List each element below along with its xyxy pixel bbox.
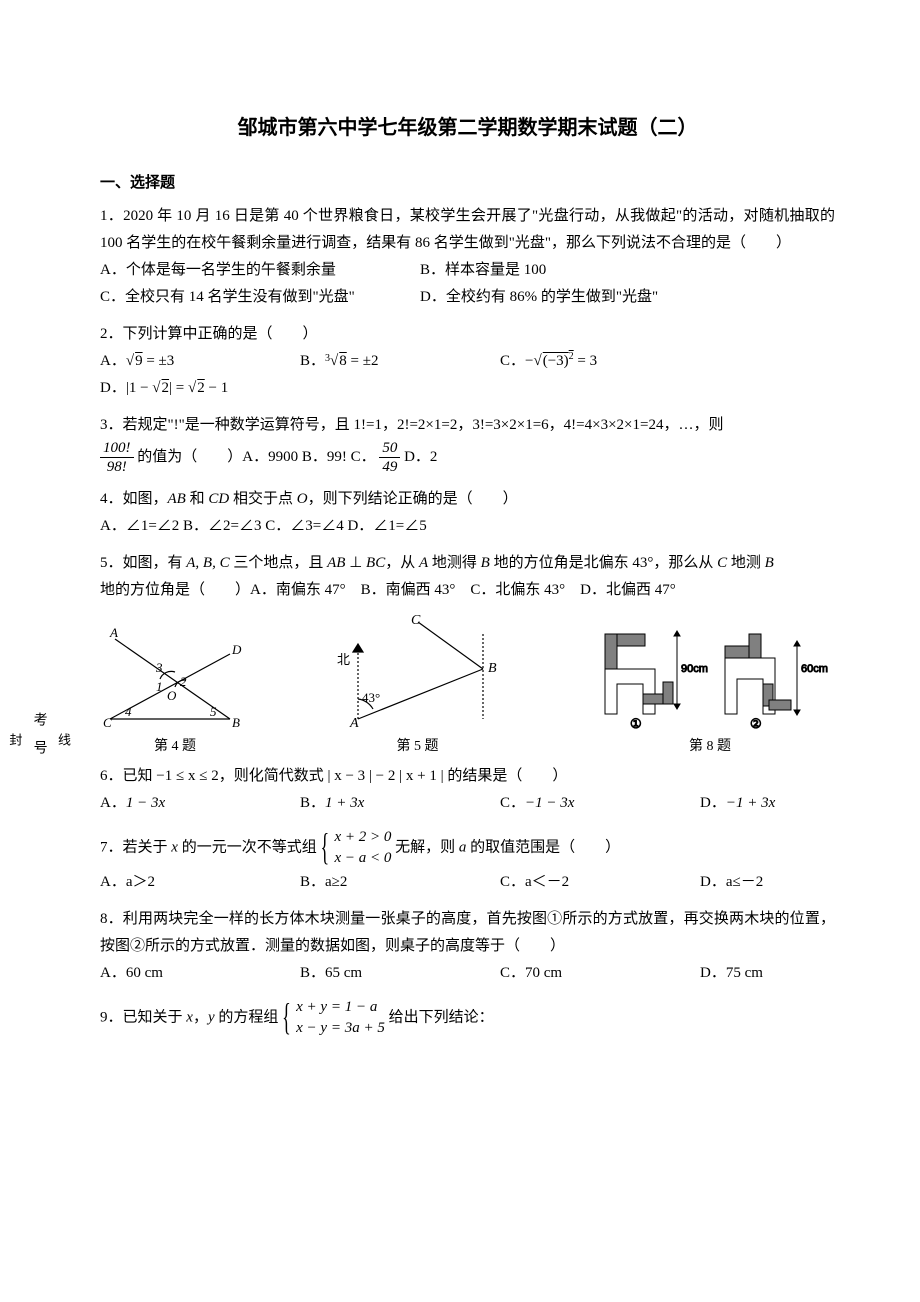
q4-text: 4．如图，AB 和 CD 相交于点 O，则下列结论正确的是（ ） [100, 486, 835, 513]
q3-tail2: D．2 [404, 449, 437, 465]
fig8-caption: 第 8 题 [585, 734, 835, 759]
q6-text: 6．已知 −1 ≤ x ≤ 2，则化简代数式 | x − 3 | − 2 | x… [100, 763, 835, 790]
svg-text:43°: 43° [362, 690, 380, 705]
question-5: 5．如图，有 A, B, C 三个地点，且 AB ⊥ BC，从 A 地测得 B … [100, 550, 835, 604]
fig4-caption: 第 4 题 [100, 734, 250, 759]
svg-text:北: 北 [337, 652, 350, 667]
svg-text:2: 2 [180, 674, 187, 689]
q6-opt-c: C．−1 − 3x [500, 790, 660, 817]
q2-opt-a: A．√9 = ±3 [100, 348, 260, 375]
q7-system: x + 2 > 0 x − a < 0 [320, 827, 391, 869]
q7-opt-d: D．a≤－2 [700, 869, 763, 896]
q7-opt-c: C．a＜－2 [500, 869, 660, 896]
q9-system: x + y = 1 − a x − y = 3a + 5 [282, 997, 385, 1039]
svg-text:①: ① [630, 716, 642, 731]
svg-text:5: 5 [210, 704, 217, 719]
svg-text:1: 1 [156, 679, 163, 694]
svg-text:②: ② [750, 716, 762, 731]
q6-opt-d: D．−1 + 3x [700, 790, 775, 817]
q3-frac2: 50 49 [379, 439, 400, 476]
q3-frac1: 100! 98! [100, 439, 134, 476]
svg-text:90cm: 90cm [681, 663, 708, 675]
q9-text: 9．已知关于 x，y 的方程组 x + y = 1 − a x − y = 3a… [100, 997, 835, 1039]
q1-opt-d: D．全校约有 86% 的学生做到"光盘" [420, 284, 658, 311]
q1-text: 1．2020 年 10 月 16 日是第 40 个世界粮食日，某校学生会开展了"… [100, 203, 835, 257]
svg-text:O: O [167, 688, 177, 703]
q2-opt-b: B．3√8 = ±2 [300, 348, 460, 375]
question-7: 7．若关于 x 的一元一次不等式组 x + 2 > 0 x − a < 0 无解… [100, 827, 835, 896]
q8-opt-d: D．75 cm [700, 960, 763, 987]
q3-tail: 的值为（ ）A．9900 B．99! C． [137, 449, 375, 465]
question-4: 4．如图，AB 和 CD 相交于点 O，则下列结论正确的是（ ） A．∠1=∠2… [100, 486, 835, 540]
q8-text: 8．利用两块完全一样的长方体木块测量一张桌子的高度，首先按图①所示的方式放置，再… [100, 906, 835, 960]
q8-opt-c: C．70 cm [500, 960, 660, 987]
svg-text:4: 4 [125, 704, 132, 719]
figure-q5: 北 43° A B C 第 5 题 [323, 614, 513, 759]
svg-text:A: A [349, 716, 359, 731]
svg-text:D: D [231, 642, 242, 657]
svg-text:C: C [411, 614, 421, 628]
q6-opt-a: A．1 − 3x [100, 790, 260, 817]
q4-options: A．∠1=∠2 B．∠2=∠3 C．∠3=∠4 D．∠1=∠5 [100, 513, 835, 540]
question-2: 2．下列计算中正确的是（ ） A．√9 = ±3 B．3√8 = ±2 C．−√… [100, 321, 835, 402]
question-1: 1．2020 年 10 月 16 日是第 40 个世界粮食日，某校学生会开展了"… [100, 203, 835, 311]
q1-opt-b: B．样本容量是 100 [420, 257, 546, 284]
fig5-caption: 第 5 题 [323, 734, 513, 759]
section-heading: 一、选择题 [100, 170, 835, 197]
svg-text:60cm: 60cm [801, 663, 828, 675]
q2-text: 2．下列计算中正确的是（ ） [100, 321, 835, 348]
q5-text: 5．如图，有 A, B, C 三个地点，且 AB ⊥ BC，从 A 地测得 B … [100, 550, 835, 577]
question-8: 8．利用两块完全一样的长方体木块测量一张桌子的高度，首先按图①所示的方式放置，再… [100, 906, 835, 987]
side-name: 姓名 [0, 712, 3, 768]
question-6: 6．已知 −1 ≤ x ≤ 2，则化简代数式 | x − 3 | − 2 | x… [100, 763, 835, 817]
q2-opt-c: C．−√(−3)2 = 3 [500, 348, 670, 375]
q1-opt-a: A．个体是每一名学生的午餐剩余量 [100, 257, 380, 284]
svg-text:B: B [488, 661, 497, 676]
seal-line: 线 [52, 733, 75, 748]
figures-row: A D O C B 3 1 2 4 5 第 4 题 [100, 614, 835, 759]
page-title: 邹城市第六中学七年级第二学期数学期末试题（二） [100, 110, 835, 146]
side-id: 考号 [26, 712, 51, 768]
q2-opt-d: D．|1 − √2| = √2 − 1 [100, 375, 228, 402]
q8-opt-b: B．65 cm [300, 960, 460, 987]
q7-opt-a: A．a＞2 [100, 869, 260, 896]
q3-text: 3．若规定"!"是一种数学运算符号，且 1!=1，2!=2×1=2，3!=3×2… [100, 412, 835, 439]
figure-q4: A D O C B 3 1 2 4 5 第 4 题 [100, 624, 250, 759]
svg-text:3: 3 [155, 660, 163, 675]
binding-strip: 线 考号 封 姓名 班级 学校 密 [55, 420, 75, 1060]
question-3: 3．若规定"!"是一种数学运算符号，且 1!=1，2!=2×1=2，3!=3×2… [100, 412, 835, 476]
figure-q8: 90cm 60cm ① ② 第 8 题 [585, 624, 835, 759]
q7-text: 7．若关于 x 的一元一次不等式组 x + 2 > 0 x − a < 0 无解… [100, 827, 835, 869]
seal-feng: 封 [3, 733, 26, 748]
q5-options: 地的方位角是（ ）A．南偏东 47° B．南偏西 43° C．北偏东 43° D… [100, 577, 835, 604]
svg-text:B: B [232, 715, 240, 730]
svg-text:C: C [103, 715, 112, 730]
q1-opt-c: C．全校只有 14 名学生没有做到"光盘" [100, 284, 380, 311]
q8-opt-a: A．60 cm [100, 960, 260, 987]
question-9: 9．已知关于 x，y 的方程组 x + y = 1 − a x − y = 3a… [100, 997, 835, 1039]
svg-text:A: A [109, 625, 118, 640]
